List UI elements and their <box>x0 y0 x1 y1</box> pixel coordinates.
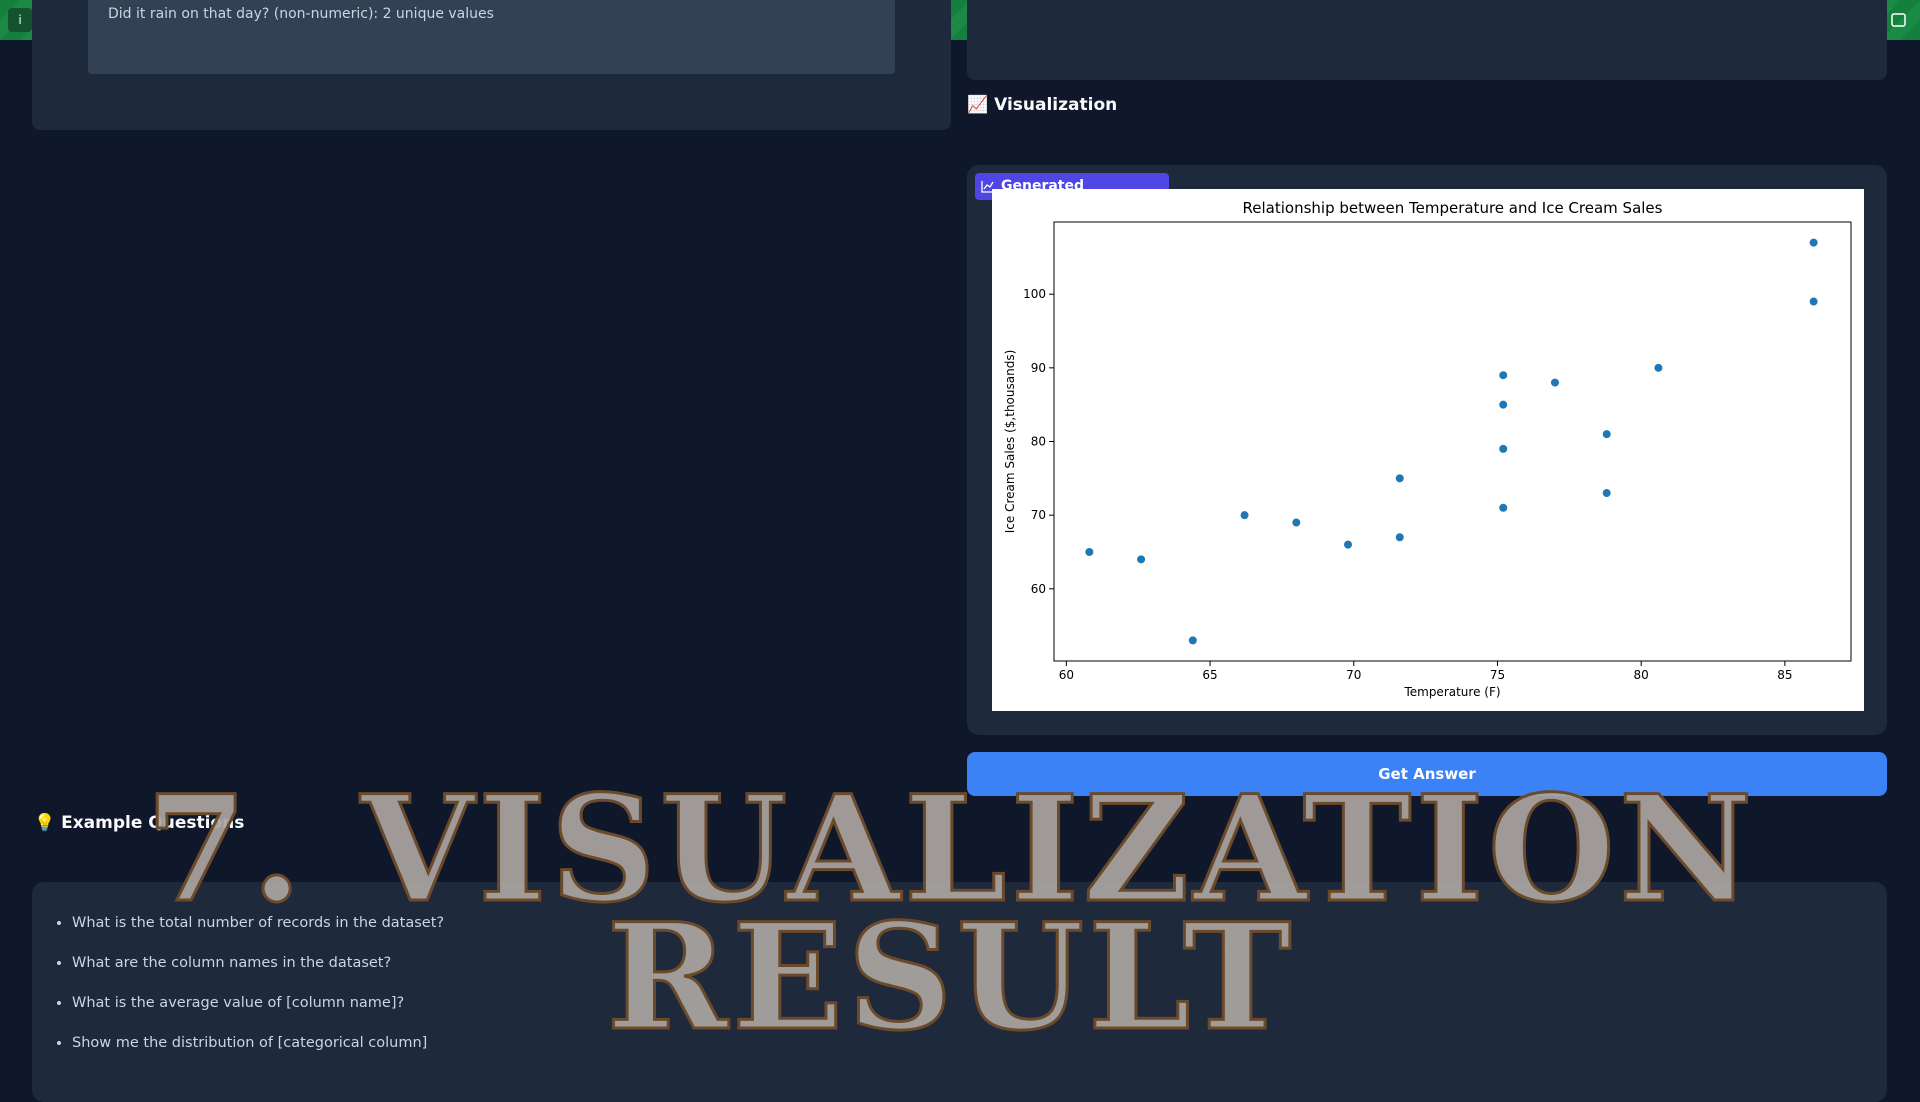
example-question[interactable]: What is the average value of [column nam… <box>72 995 444 1011</box>
point <box>1344 540 1353 549</box>
point <box>1499 371 1508 380</box>
column-info-box: Did it rain on that day? (non-numeric): … <box>88 0 895 74</box>
point <box>1602 430 1611 439</box>
point <box>1602 489 1611 498</box>
visualization-card: Generated Visualization Relationship bet… <box>967 165 1887 735</box>
example-question[interactable]: Show me the distribution of [categorical… <box>72 1035 444 1051</box>
x-axis-label: Temperature (F) <box>1403 685 1500 699</box>
y-tick-label: 60 <box>1031 582 1046 596</box>
x-tick-label: 85 <box>1777 668 1792 682</box>
get-answer-button[interactable]: Get Answer <box>967 752 1887 796</box>
point <box>1240 511 1249 520</box>
section-heading: 📈 Visualization <box>967 95 1118 115</box>
examples-heading: 💡 Example Questions <box>34 813 245 833</box>
sidebar-icon[interactable] <box>1891 13 1906 27</box>
point <box>1654 363 1663 372</box>
overlay-line: RESULT <box>605 892 1296 1063</box>
chart-icon <box>981 181 994 193</box>
point <box>1292 518 1301 527</box>
example-question[interactable]: What is the total number of records in t… <box>72 915 444 931</box>
y-tick-label: 70 <box>1031 508 1046 522</box>
point <box>1499 400 1508 409</box>
point <box>1137 555 1146 564</box>
point <box>1499 503 1508 512</box>
point <box>1550 378 1559 387</box>
plot-frame <box>1053 221 1852 662</box>
point <box>1499 444 1508 453</box>
info-icon[interactable]: i <box>8 8 32 32</box>
y-tick-label: 90 <box>1031 361 1046 375</box>
example-question[interactable]: What are the column names in the dataset… <box>72 955 444 971</box>
x-tick-label: 60 <box>1059 668 1074 682</box>
x-tick-label: 65 <box>1202 668 1217 682</box>
column-panel: Did it rain on that day? (non-numeric): … <box>32 0 951 130</box>
point <box>1395 474 1404 483</box>
y-axis-label: Ice Cream Sales ($,thousands) <box>1003 350 1017 534</box>
point <box>1809 238 1818 247</box>
y-tick-label: 100 <box>1023 287 1046 301</box>
chart-title: Relationship between Temperature and Ice… <box>1243 199 1663 217</box>
x-tick-label: 75 <box>1490 668 1505 682</box>
x-tick-label: 80 <box>1634 668 1649 682</box>
examples-panel: What is the total number of records in t… <box>32 882 1887 1102</box>
overlay-line: 7. VISUALIZATION <box>144 764 1757 935</box>
point <box>1395 533 1404 542</box>
column-info: Did it rain on that day? (non-numeric): … <box>108 6 494 22</box>
chart: Relationship between Temperature and Ice… <box>992 189 1864 711</box>
point <box>1085 547 1094 556</box>
point <box>1809 297 1818 306</box>
y-tick-label: 80 <box>1031 435 1046 449</box>
examples-list: What is the total number of records in t… <box>32 915 444 1075</box>
x-tick-label: 70 <box>1346 668 1361 682</box>
overlay-title: 7. VISUALIZATION RESULT <box>0 764 1902 1063</box>
point <box>1188 636 1197 645</box>
answer-panel <box>967 0 1887 80</box>
